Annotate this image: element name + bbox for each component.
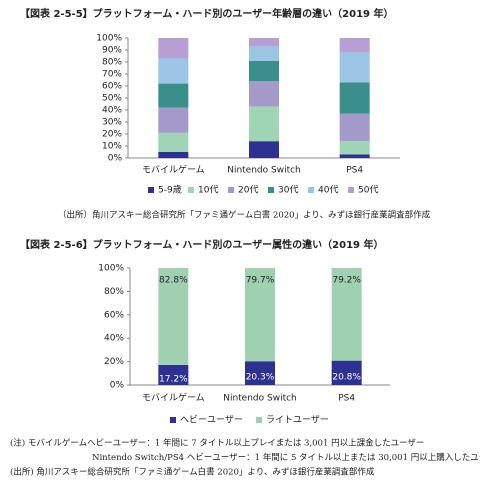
bar-segment [249,46,279,61]
legend-label: 10代 [198,185,218,196]
data-label: 82.8% [159,276,188,286]
x-tick-label: Nintendo Switch [227,166,301,176]
y-tick-label: 40% [104,334,124,344]
bar-segment [331,360,362,385]
legend-swatch [348,187,354,193]
y-tick-label: 0% [110,381,125,391]
bar-segment [249,60,279,82]
bar-segment [249,81,279,107]
bar-segment [249,141,279,158]
legend-swatch [268,187,274,193]
y-tick-label: 100% [96,34,122,44]
legend-label: 5-9歳 [158,184,182,196]
y-tick-label: 60% [104,310,124,320]
y-tick-label: 30% [102,118,122,128]
bar-segment [158,58,189,84]
y-tick-label: 10% [102,142,122,152]
x-tick-label: PS4 [338,394,355,404]
y-tick-label: 20% [104,357,124,367]
bar-segment [158,152,189,158]
y-tick-label: 0% [108,154,123,164]
footnote: Nintendo Switch/PS4 ヘビーユーザー：1 年間に 5 タイトル… [92,452,480,463]
bar-segment [339,113,370,142]
bar-segment [339,38,370,53]
legend-swatch [188,187,194,193]
source-note: （出所）角川アスキー総合研究所「ファミ通ゲーム白書 2020」より、みずほ銀行産… [58,210,431,221]
x-tick-label: Nintendo Switch [223,394,297,404]
data-label: 17.2% [159,374,188,384]
legend-swatch [228,187,234,193]
legend-label: 20代 [238,185,258,196]
data-label: 20.8% [332,372,361,382]
y-tick-label: 50% [102,94,122,104]
legend-swatch [308,187,314,193]
data-label: 79.7% [246,276,275,286]
y-tick-label: 100% [98,264,124,274]
legend-label: 40代 [318,185,338,196]
bar-segment [245,268,275,362]
x-tick-label: PS4 [346,166,363,176]
bar-segment [331,268,362,361]
bar-segment [158,107,189,133]
legend-label: ヘビーユーザー [180,415,243,426]
footnote: (注) モバイルゲームヘビーユーザー：1 年間に 7 タイトル以上プレイまたは … [10,438,424,449]
chart-title: 【図表 2-5-5】プラットフォーム・ハード別のユーザー年齢層の違い（2019 … [20,7,393,20]
legend-swatch [256,417,262,423]
legend-label: 30代 [278,185,298,196]
y-tick-label: 70% [102,70,122,80]
bar-segment [339,52,370,83]
footnote: (出所) 角川アスキー総合研究所「ファミ通ゲーム白書 2020」より、みずほ銀行… [10,467,375,478]
bar-segment [158,132,189,152]
bar-segment [339,141,370,155]
legend-label: ライトユーザー [266,415,329,426]
data-label: 20.3% [246,373,275,383]
y-tick-label: 80% [104,287,124,297]
bar-segment [339,82,370,114]
bar-segment [249,38,279,47]
y-tick-label: 40% [102,106,122,116]
bar-segment [339,154,370,158]
bar-segment [158,268,189,365]
x-tick-label: モバイルゲーム [142,392,205,404]
data-label: 79.2% [332,276,361,286]
y-tick-label: 90% [102,46,122,56]
x-tick-label: モバイルゲーム [142,164,205,176]
bar-segment [158,38,189,59]
bar-segment [158,83,189,108]
bar-segment [158,364,189,385]
legend-swatch [148,187,154,193]
legend-label: 50代 [358,185,378,196]
y-tick-label: 80% [102,58,122,68]
bar-segment [245,361,275,385]
y-tick-label: 20% [102,130,122,140]
legend-swatch [170,417,176,423]
y-tick-label: 60% [102,82,122,92]
bar-segment [249,106,279,142]
chart-title: 【図表 2-5-6】プラットフォーム・ハード別のユーザー属性の違い（2019 年… [20,238,383,251]
